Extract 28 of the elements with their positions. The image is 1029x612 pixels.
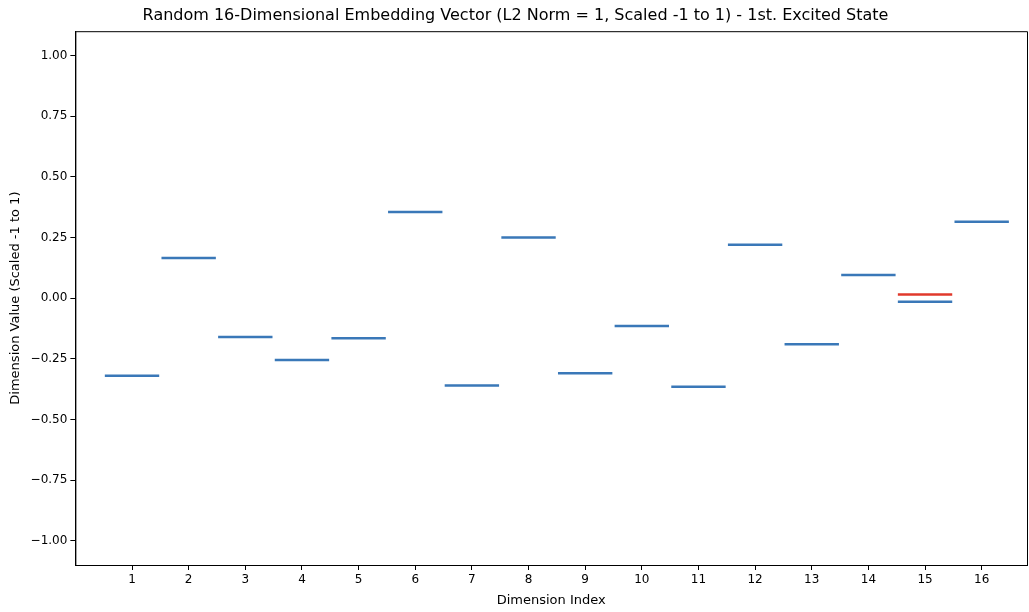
y-tick-label: −0.75 <box>30 472 68 487</box>
x-tick-label: 10 <box>634 572 650 587</box>
x-tick-label: 5 <box>354 572 363 587</box>
x-tick-label: 15 <box>917 572 933 587</box>
x-tick-label: 11 <box>690 572 707 587</box>
y-tick-label: 0.50 <box>40 168 68 183</box>
x-tick-label: 8 <box>524 572 533 587</box>
x-tick-label: 4 <box>298 572 306 587</box>
x-tick-label: 7 <box>468 572 476 587</box>
chart-title: Random 16-Dimensional Embedding Vector (L2 Norm = 1, Scaled -1 to 1) - 1st. Excited State <box>142 4 889 24</box>
x-tick-label: 12 <box>747 572 763 587</box>
x-tick-label: 13 <box>804 572 820 587</box>
y-tick-label: 0.75 <box>40 108 68 123</box>
x-tick-label: 6 <box>411 572 420 587</box>
y-tick-label: 0.00 <box>40 290 68 305</box>
x-tick-label: 2 <box>184 572 193 587</box>
y-tick-label: 1.00 <box>40 47 68 62</box>
y-axis-title: Dimension Value (Scaled -1 to 1) <box>7 191 23 405</box>
x-tick-label: 14 <box>860 572 877 587</box>
x-tick-label: 3 <box>241 572 250 587</box>
y-tick-label: 0.25 <box>40 229 68 244</box>
x-tick-label: 16 <box>974 572 990 587</box>
y-tick-label: −0.50 <box>30 411 68 426</box>
x-axis-title: Dimension Index <box>496 591 606 607</box>
y-tick-label: −0.25 <box>30 350 68 365</box>
x-tick-label: 1 <box>128 572 136 587</box>
y-tick-label: −1.00 <box>30 532 68 547</box>
x-tick-label: 9 <box>581 572 589 587</box>
